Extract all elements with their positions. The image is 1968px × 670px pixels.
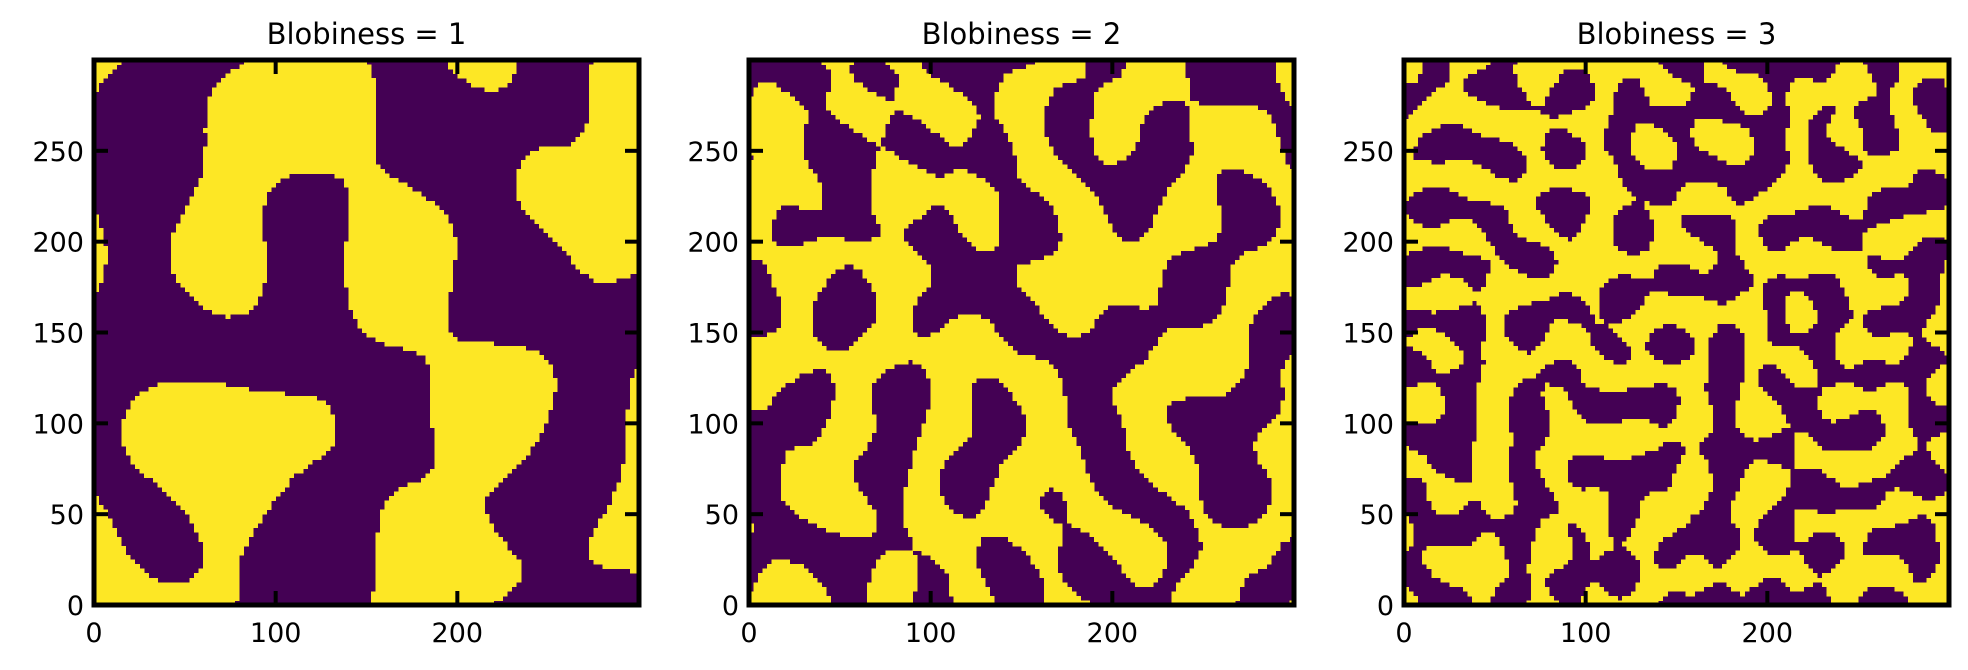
x-tick-label: 200: [432, 618, 484, 649]
panel-title: Blobiness = 1: [267, 17, 467, 51]
x-tick-label: 200: [1087, 618, 1139, 649]
y-tick-label: 50: [1360, 500, 1394, 531]
y-tick-label: 200: [1342, 228, 1394, 259]
y-tick-label: 200: [32, 228, 84, 259]
x-tick-label: 0: [85, 618, 102, 649]
y-tick-label: 150: [32, 319, 84, 350]
heatmap-cells: [749, 60, 1295, 606]
x-tick-label: 200: [1742, 618, 1794, 649]
y-tick-label: 250: [32, 137, 84, 168]
y-tick-label: 250: [687, 137, 739, 168]
y-tick-label: 50: [705, 500, 739, 531]
x-tick-label: 100: [905, 618, 957, 649]
panel-title: Blobiness = 3: [1577, 17, 1777, 51]
x-tick-label: 100: [250, 618, 302, 649]
heatmap-cells: [93, 60, 640, 606]
y-tick-label: 150: [1342, 319, 1394, 350]
y-tick-label: 100: [1342, 409, 1394, 440]
y-tick-label: 100: [32, 409, 84, 440]
x-tick-label: 100: [1560, 618, 1612, 649]
y-tick-label: 100: [687, 409, 739, 440]
heatmap-cells: [1404, 60, 1950, 606]
y-tick-label: 150: [687, 319, 739, 350]
panel-2: 0 100 200 0 50 100 150 200 250 Blobiness = 2: [687, 17, 1297, 649]
y-tick-label: 50: [50, 500, 84, 531]
y-tick-label: 0: [67, 591, 84, 622]
x-tick-label: 0: [1395, 618, 1412, 649]
y-tick-label: 0: [722, 591, 739, 622]
y-tick-label: 0: [1377, 591, 1394, 622]
y-tick-label: 200: [687, 228, 739, 259]
x-tick-label: 0: [740, 618, 757, 649]
y-tick-label: 250: [1342, 137, 1394, 168]
panel-title: Blobiness = 2: [922, 17, 1122, 51]
panel-1: 0 100 200 0 50 100 150 200 250 Blobiness = 1: [32, 17, 642, 649]
panel-3: 0 100 200 0 50 100 150 200 250 Blobiness = 3: [1342, 17, 1952, 649]
